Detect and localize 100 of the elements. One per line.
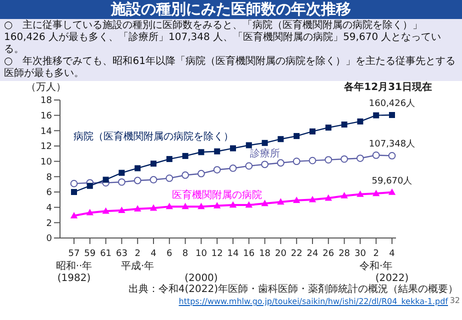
y-tick-label: 0 [46, 234, 52, 244]
point [86, 182, 93, 189]
point [356, 154, 364, 162]
y-tick-label: 6 [46, 188, 52, 198]
x-tick-label: 57 [68, 249, 80, 259]
point [310, 128, 316, 134]
point [356, 190, 364, 197]
point [340, 155, 348, 163]
x-tick-label: 14 [227, 249, 239, 259]
point [340, 192, 348, 198]
point [388, 188, 396, 195]
point [182, 171, 189, 179]
point [150, 176, 158, 184]
point [308, 196, 316, 202]
y-tick-label: 14 [40, 126, 52, 137]
point [292, 158, 300, 166]
x-tick-label: 26 [322, 249, 334, 259]
point [229, 201, 237, 208]
point [388, 152, 396, 160]
y-tick-label: 4 [46, 204, 52, 214]
x-tick-label: 16 [243, 249, 255, 259]
point [213, 166, 221, 174]
x-tick-label: 2 [134, 249, 140, 259]
y-axis-title: （万人） [26, 81, 66, 94]
point [134, 205, 142, 212]
point [230, 145, 236, 152]
annotation: 107,348人 [368, 138, 416, 150]
point [308, 156, 316, 164]
point [277, 159, 284, 167]
point [372, 152, 380, 159]
point [198, 149, 204, 156]
point [118, 178, 126, 186]
point [150, 160, 156, 167]
point [261, 200, 268, 206]
source-note: 出典：令和4(2022)年医師・歯科医師・薬剤師統計の概況（結果の概要） [128, 282, 458, 296]
text: (2000) [184, 273, 218, 284]
point [341, 122, 348, 128]
point [182, 202, 189, 210]
x-tick-label: 30 [354, 249, 366, 259]
x-tick-label: 8 [182, 249, 188, 259]
chart-title: 施設の種別にみた医師数の年次推移 [0, 0, 462, 19]
point [372, 190, 380, 196]
point [357, 118, 364, 124]
x-tick-label: 10 [195, 249, 208, 259]
point [389, 112, 395, 118]
point [293, 196, 300, 204]
point [245, 162, 253, 170]
point [198, 202, 205, 210]
point [102, 207, 110, 214]
x-tick-label: 4 [150, 249, 157, 259]
y-tick-label: 2 [46, 218, 52, 229]
point [70, 212, 78, 218]
point [71, 189, 77, 195]
annotation: 59,670人 [372, 175, 412, 186]
point [324, 156, 332, 164]
point [245, 201, 252, 208]
point [294, 133, 300, 140]
text: (1982) [57, 273, 91, 284]
chart-subtitle: ○ 主に従事している施設の種別に医師数をみると、「病院（医育機関附属の病院を除く）」160,426 人が最も多く、「診療所」107,348 人、「医育機関附属の病院」59,670 人となっている。 ○ 年次推移でみても、昭和61年以降「病院（医育機関附属の病院を除く）」を主たる従事先とする医師が最も多い。 [4, 20, 456, 80]
point [214, 202, 221, 208]
y-tick-label: 12 [40, 142, 52, 152]
point [118, 206, 126, 213]
series-label: 診療所 [250, 147, 280, 160]
point [166, 202, 173, 210]
point [118, 170, 125, 176]
y-tick-label: 8 [46, 172, 52, 183]
text: 32 [450, 296, 460, 305]
point [246, 142, 252, 148]
text: 平成·年 [121, 260, 154, 272]
point [166, 174, 174, 182]
y-tick-label: 10 [40, 158, 52, 168]
text: 令和·年 [360, 260, 393, 272]
x-tick-label: 24 [306, 249, 318, 259]
point [261, 160, 268, 168]
x-tick-label: 6 [166, 249, 173, 259]
point [102, 176, 109, 183]
x-tick-label: 63 [116, 249, 128, 259]
point [70, 180, 78, 188]
x-tick-label: 28 [338, 249, 350, 259]
point [134, 176, 142, 184]
point [325, 124, 332, 131]
x-tick-label: 4 [389, 249, 396, 259]
point [86, 208, 94, 216]
text: (2022) [375, 273, 409, 284]
y-tick-label: 16 [40, 112, 52, 122]
point [277, 198, 284, 205]
x-tick-label: 2 [373, 249, 379, 259]
y-tick-label: 18 [40, 96, 52, 106]
x-tick-label: 59 [84, 249, 96, 259]
point [278, 136, 284, 142]
x-tick-label: 12 [211, 249, 223, 259]
point [229, 164, 237, 172]
point [198, 170, 205, 178]
point [134, 165, 141, 172]
point [373, 112, 380, 118]
point [182, 152, 188, 159]
x-tick-label: 22 [290, 249, 302, 259]
text: 昭和··年 [56, 260, 92, 272]
point [324, 194, 332, 201]
series-label: 病院（医育機関附属の病院を除く） [74, 130, 234, 143]
